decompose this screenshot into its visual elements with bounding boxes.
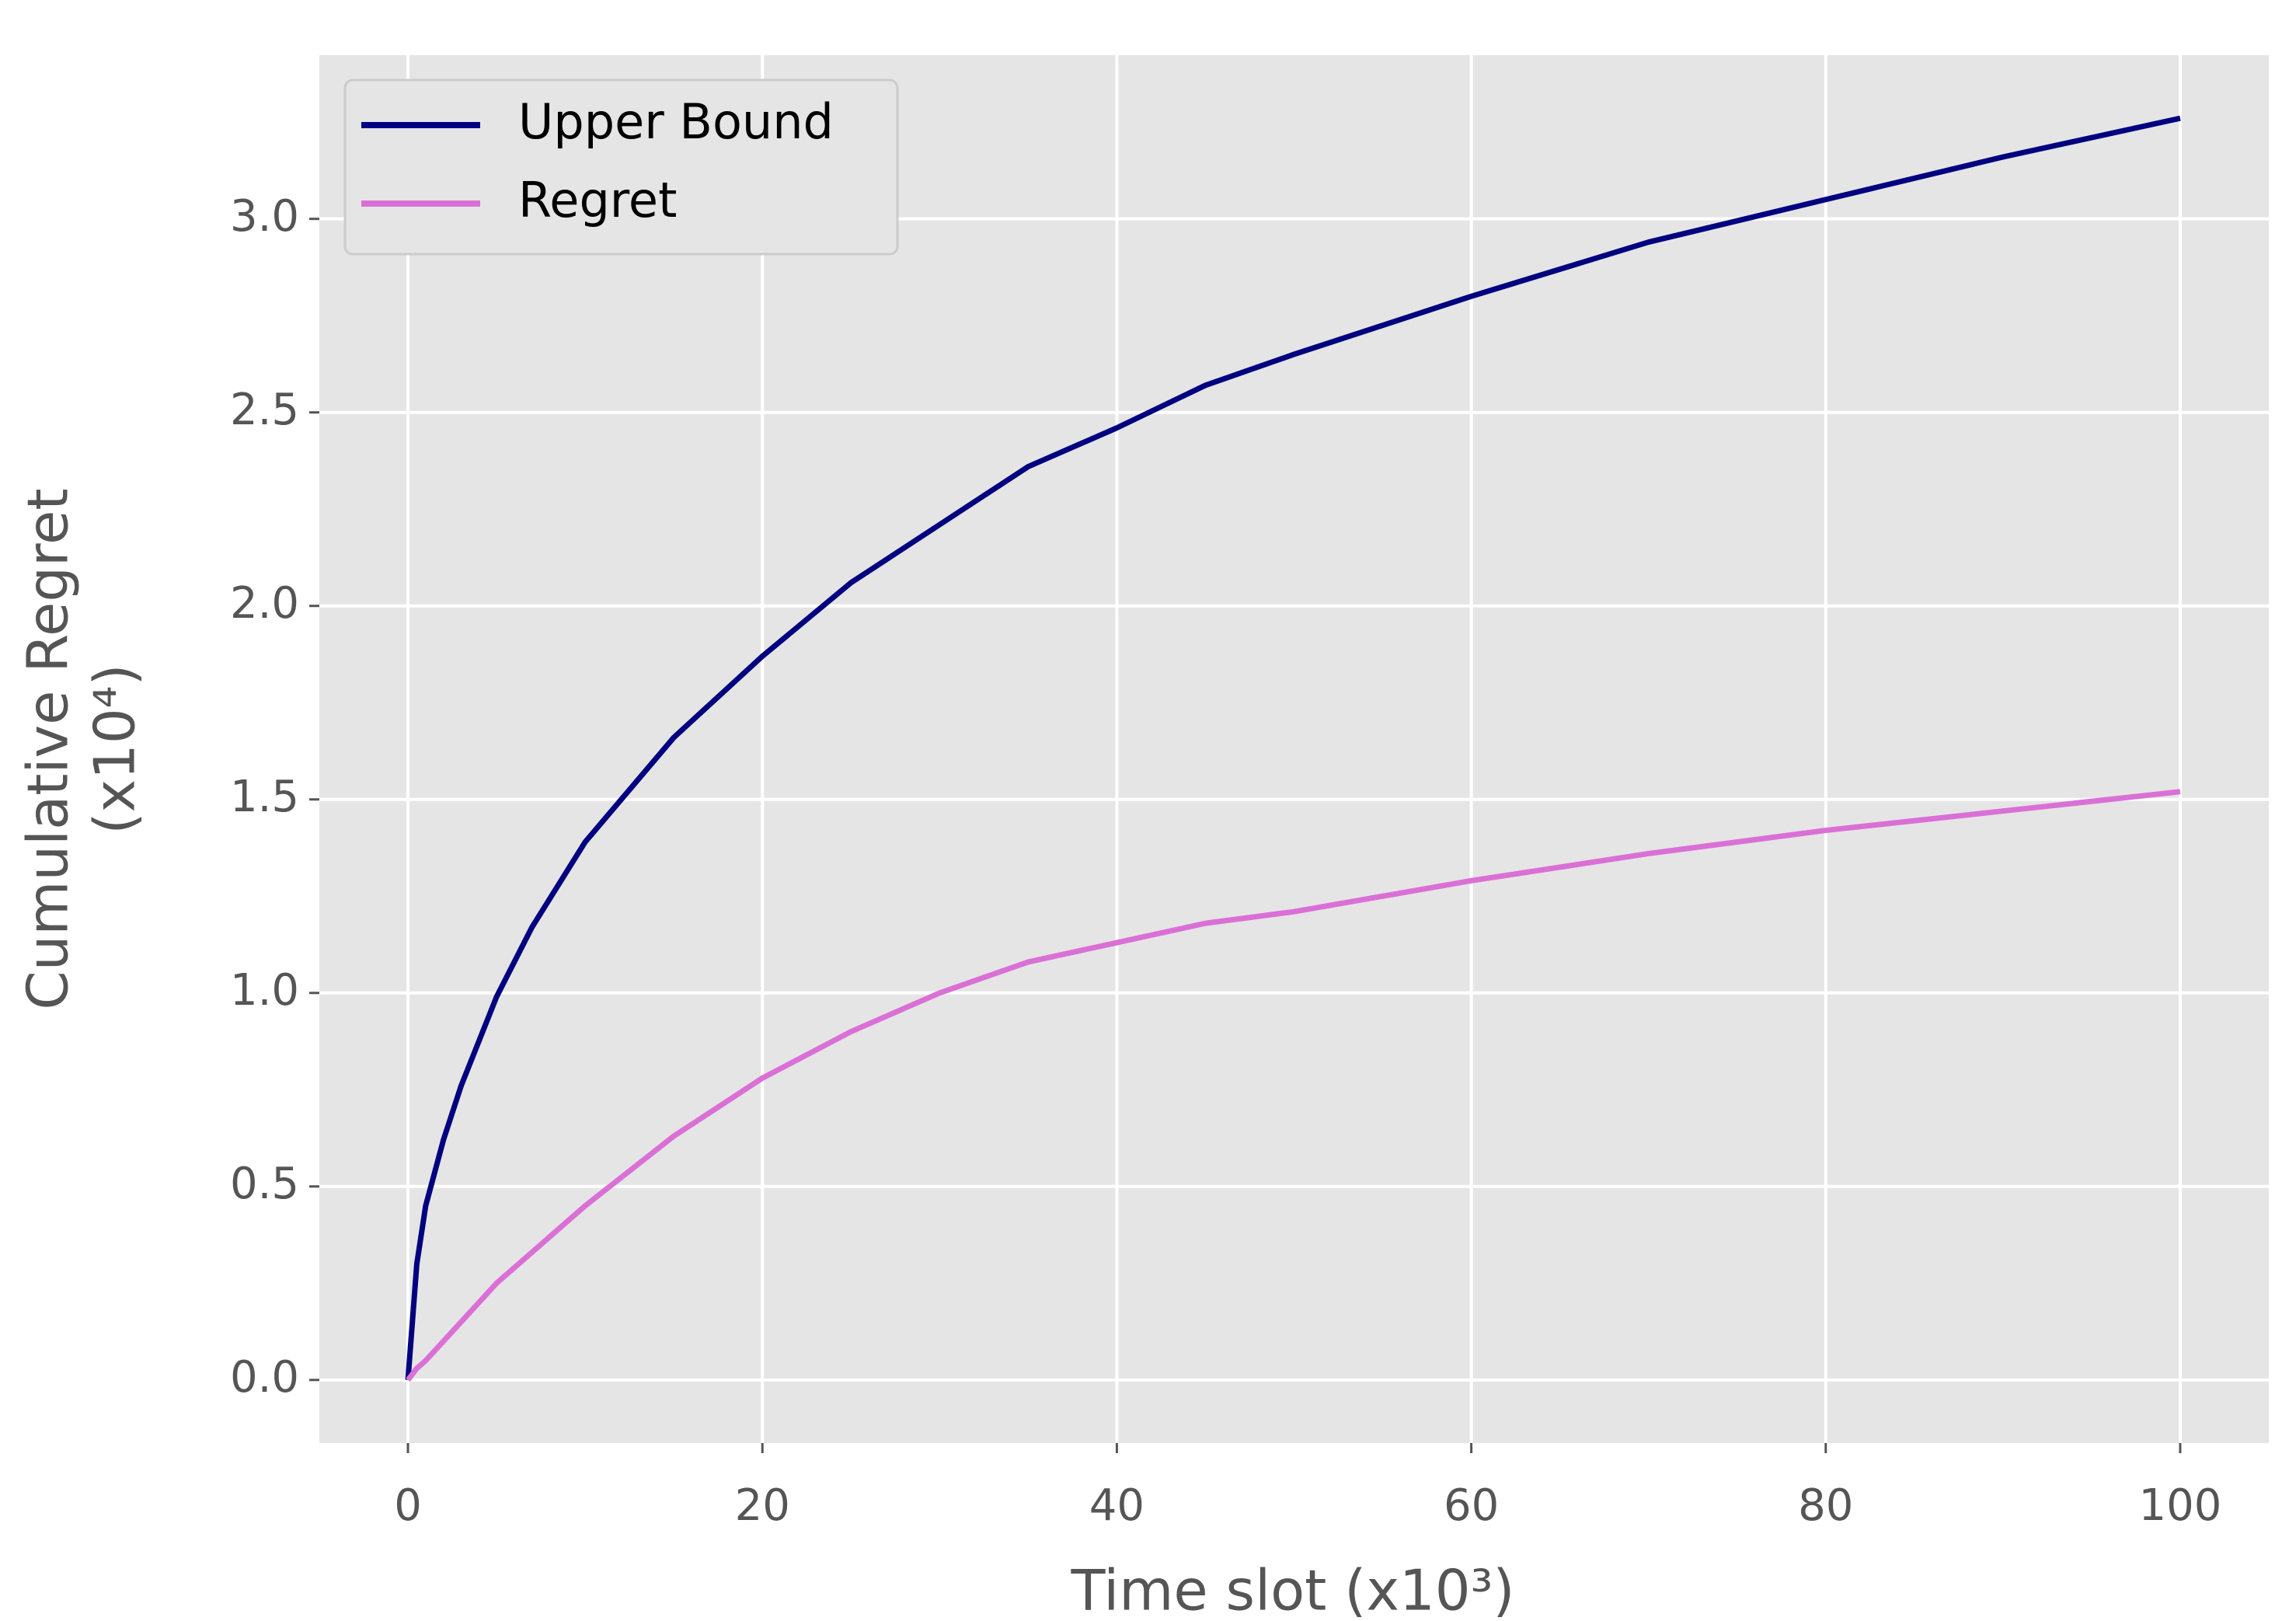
y-tick-label: 0.0	[230, 1352, 299, 1403]
legend-label: Upper Bound	[518, 93, 834, 150]
x-tick-label: 80	[1798, 1480, 1853, 1531]
plot-area	[319, 55, 2269, 1443]
y-tick-label: 2.0	[230, 578, 299, 629]
x-axis-label: Time slot (x10³)	[1070, 1558, 1514, 1621]
x-tick-label: 20	[735, 1480, 790, 1531]
x-tick-label: 60	[1444, 1480, 1499, 1531]
y-tick-label: 1.0	[230, 965, 299, 1016]
y-tick-label: 2.5	[230, 385, 299, 435]
line-series	[405, 115, 2181, 1381]
y-axis-label: (x10⁴)	[82, 664, 148, 834]
y-tick-label: 3.0	[230, 191, 299, 242]
y-axis-label: Cumulative Regret	[16, 488, 81, 1009]
x-tick-label: 100	[2139, 1480, 2222, 1531]
line-series	[406, 789, 2181, 1382]
x-tick-label: 40	[1089, 1480, 1145, 1531]
legend-box	[343, 78, 899, 256]
x-tick-label: 0	[394, 1480, 422, 1531]
y-tick-label: 1.5	[230, 772, 299, 822]
y-tick-label: 0.5	[230, 1159, 299, 1209]
legend-label: Regret	[518, 172, 677, 228]
